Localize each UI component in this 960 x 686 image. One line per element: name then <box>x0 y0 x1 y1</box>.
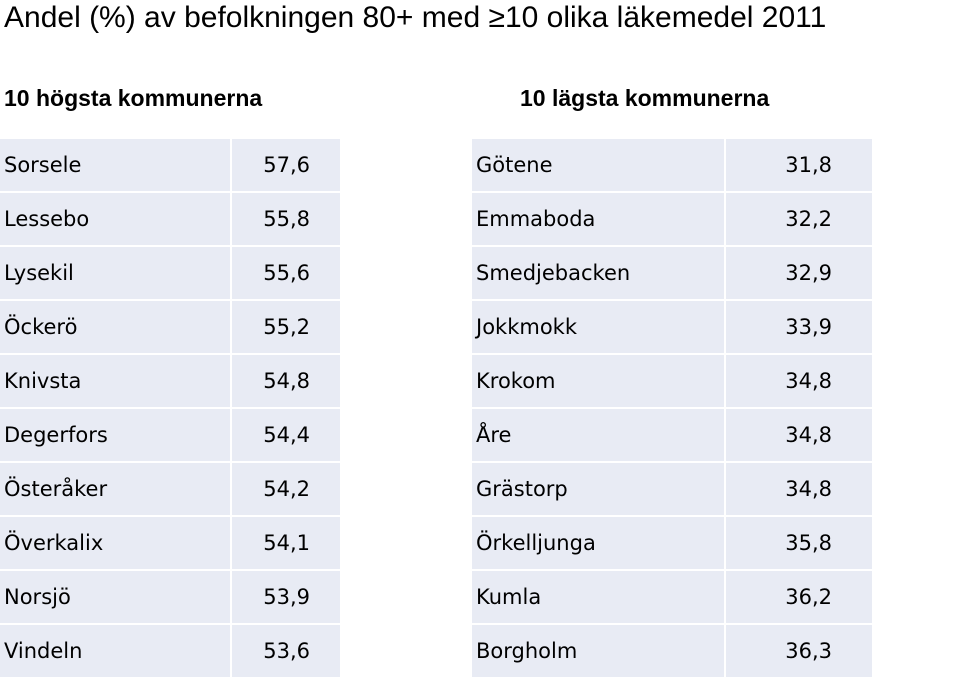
percentage-value: 54,8 <box>230 355 340 409</box>
table-row: Borgholm 36,3 <box>472 625 872 679</box>
percentage-value: 34,8 <box>724 355 872 409</box>
municipality-name: Knivsta <box>0 355 230 409</box>
page-title: Andel (%) av befolkningen 80+ med ≥10 ol… <box>4 0 826 36</box>
table-row: Grästorp 34,8 <box>472 463 872 517</box>
table-row: Öckerö 55,2 <box>0 301 340 355</box>
percentage-value: 55,8 <box>230 193 340 247</box>
highest-table: Sorsele 57,6 Lessebo 55,8 Lysekil 55,6 Öcke… <box>0 139 340 679</box>
municipality-name: Åre <box>472 409 724 463</box>
percentage-value: 54,1 <box>230 517 340 571</box>
table-row: Kumla 36,2 <box>472 571 872 625</box>
table-row: Örkelljunga 35,8 <box>472 517 872 571</box>
table-row: Degerfors 54,4 <box>0 409 340 463</box>
municipality-name: Österåker <box>0 463 230 517</box>
table-row: Smedjebacken 32,9 <box>472 247 872 301</box>
municipality-name: Emmaboda <box>472 193 724 247</box>
municipality-name: Vindeln <box>0 625 230 679</box>
percentage-value: 57,6 <box>230 139 340 193</box>
municipality-name: Sorsele <box>0 139 230 193</box>
percentage-value: 53,6 <box>230 625 340 679</box>
municipality-name: Grästorp <box>472 463 724 517</box>
table-row: Åre 34,8 <box>472 409 872 463</box>
percentage-value: 36,3 <box>724 625 872 679</box>
municipality-name: Smedjebacken <box>472 247 724 301</box>
greater-equal-symbol: ≥ <box>488 1 505 34</box>
percentage-value: 54,4 <box>230 409 340 463</box>
lowest-table: Götene 31,8 Emmaboda 32,2 Smedjebacken 32,9… <box>472 139 872 679</box>
table-row: Emmaboda 32,2 <box>472 193 872 247</box>
highest-heading: 10 högsta kommunerna <box>4 85 263 111</box>
percentage-value: 55,2 <box>230 301 340 355</box>
municipality-name: Borgholm <box>472 625 724 679</box>
percentage-value: 55,6 <box>230 247 340 301</box>
percentage-value: 53,9 <box>230 571 340 625</box>
municipality-name: Lysekil <box>0 247 230 301</box>
table-row: Jokkmokk 33,9 <box>472 301 872 355</box>
percentage-value: 34,8 <box>724 409 872 463</box>
table-row: Knivsta 54,8 <box>0 355 340 409</box>
table-row: Överkalix 54,1 <box>0 517 340 571</box>
percentage-value: 33,9 <box>724 301 872 355</box>
title-prefix: Andel (%) av befolkningen 80+ med <box>4 1 489 34</box>
table-row: Krokom 34,8 <box>472 355 872 409</box>
municipality-name: Jokkmokk <box>472 301 724 355</box>
municipality-name: Lessebo <box>0 193 230 247</box>
table-row: Lessebo 55,8 <box>0 193 340 247</box>
municipality-name: Degerfors <box>0 409 230 463</box>
table-row: Sorsele 57,6 <box>0 139 340 193</box>
percentage-value: 34,8 <box>724 463 872 517</box>
title-suffix: 10 olika läkemedel 2011 <box>504 1 827 34</box>
municipality-name: Överkalix <box>0 517 230 571</box>
municipality-name: Norsjö <box>0 571 230 625</box>
percentage-value: 35,8 <box>724 517 872 571</box>
percentage-value: 32,9 <box>724 247 872 301</box>
lowest-heading: 10 lägsta kommunerna <box>520 85 770 111</box>
percentage-value: 32,2 <box>724 193 872 247</box>
table-row: Norsjö 53,9 <box>0 571 340 625</box>
percentage-value: 54,2 <box>230 463 340 517</box>
table-row: Götene 31,8 <box>472 139 872 193</box>
municipality-name: Öckerö <box>0 301 230 355</box>
table-row: Vindeln 53,6 <box>0 625 340 679</box>
municipality-name: Krokom <box>472 355 724 409</box>
table-row: Lysekil 55,6 <box>0 247 340 301</box>
municipality-name: Götene <box>472 139 724 193</box>
table-row: Österåker 54,2 <box>0 463 340 517</box>
percentage-value: 31,8 <box>724 139 872 193</box>
municipality-name: Örkelljunga <box>472 517 724 571</box>
municipality-name: Kumla <box>472 571 724 625</box>
percentage-value: 36,2 <box>724 571 872 625</box>
